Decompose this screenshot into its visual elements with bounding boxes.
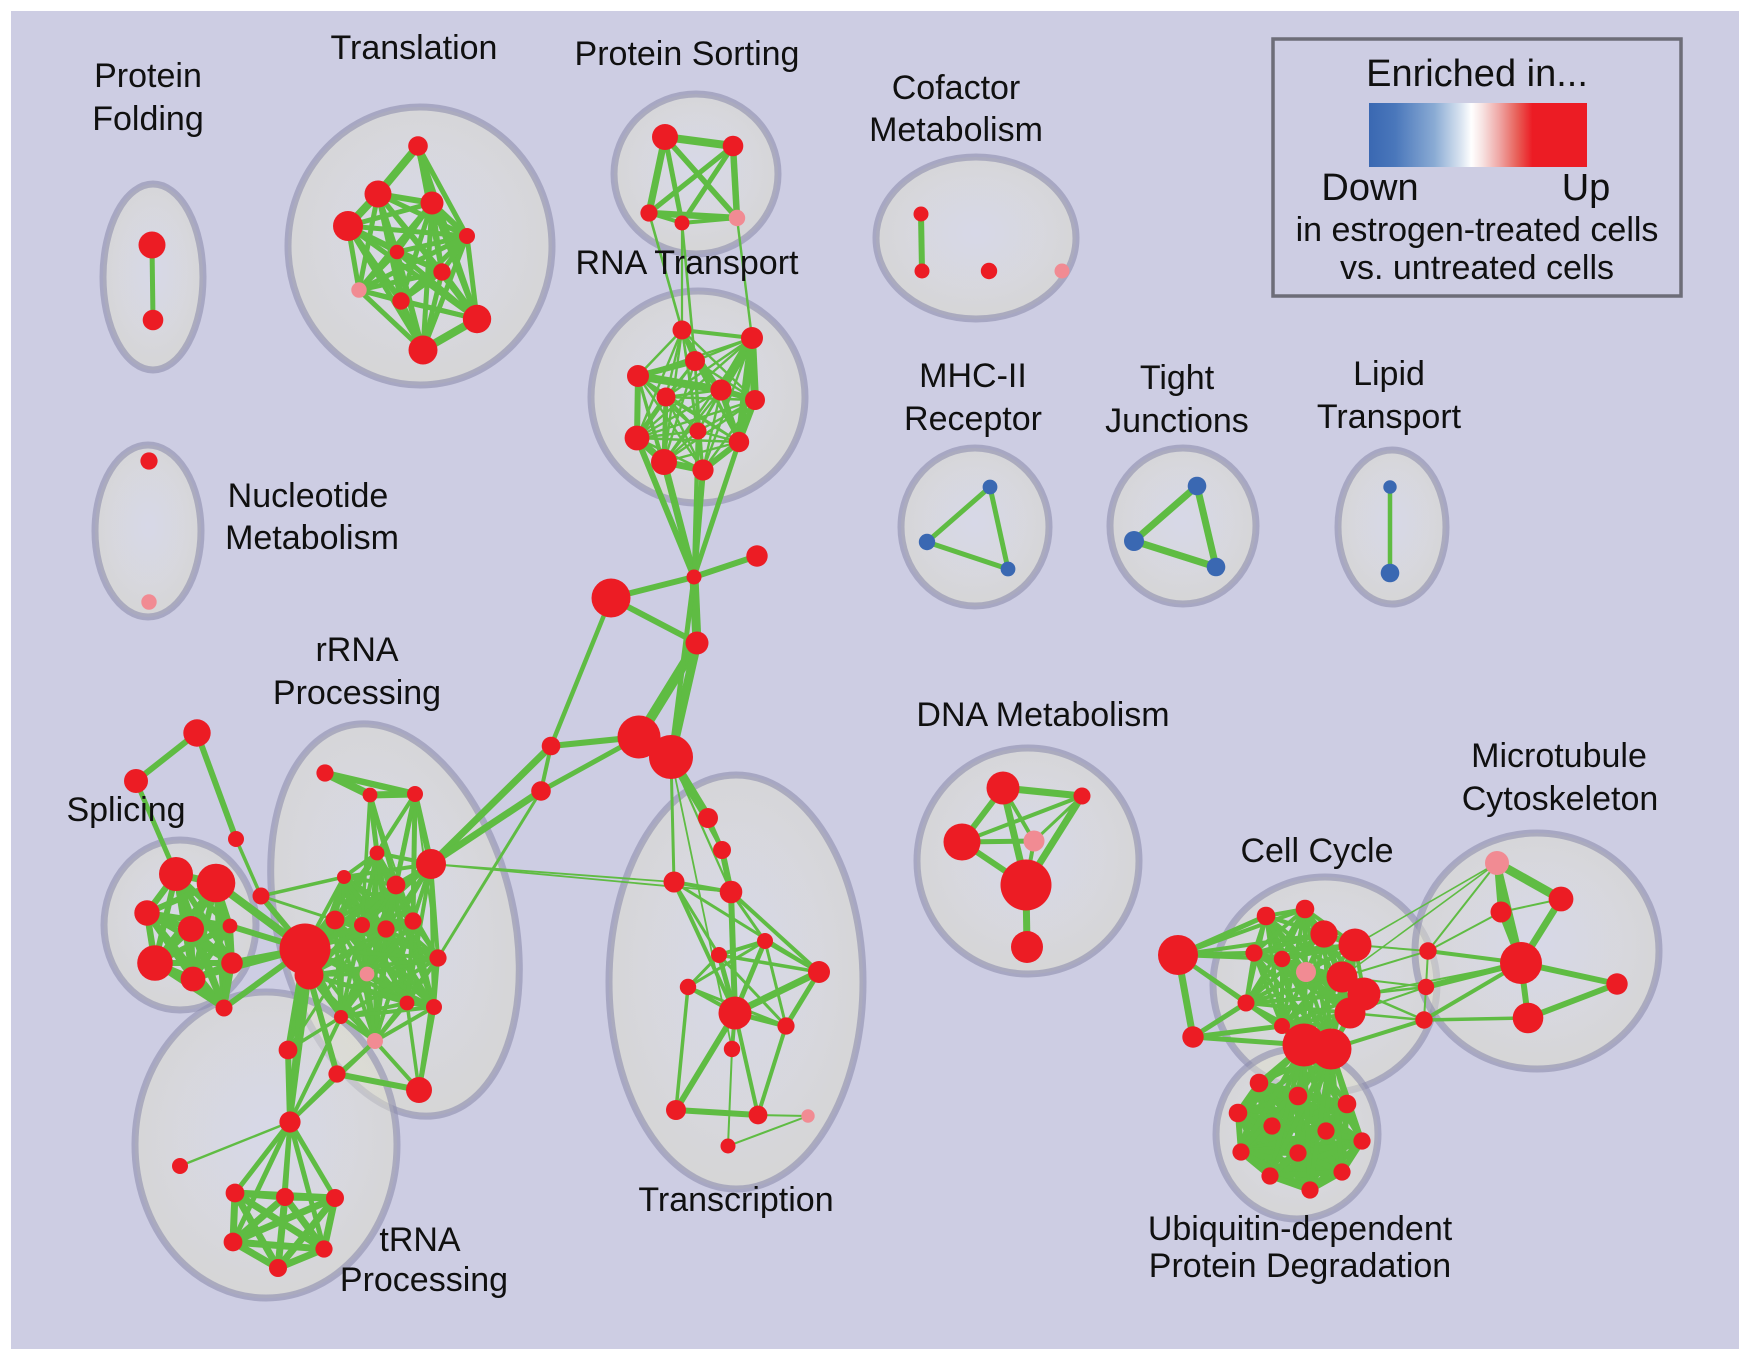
svg-text:Cofactor: Cofactor: [892, 69, 1021, 107]
svg-text:Folding: Folding: [92, 100, 204, 138]
svg-text:Receptor: Receptor: [904, 400, 1042, 438]
svg-text:Splicing: Splicing: [66, 791, 185, 829]
svg-text:Cytoskeleton: Cytoskeleton: [1462, 780, 1659, 818]
svg-text:MHC-II: MHC-II: [919, 357, 1027, 395]
svg-text:tRNA: tRNA: [379, 1221, 461, 1259]
svg-text:DNA Metabolism: DNA Metabolism: [916, 696, 1169, 734]
svg-text:Protein: Protein: [94, 57, 202, 95]
svg-text:Microtubule: Microtubule: [1471, 737, 1647, 775]
svg-text:RNA Transport: RNA Transport: [576, 244, 800, 282]
svg-text:Translation: Translation: [331, 29, 498, 67]
svg-text:vs. untreated cells: vs. untreated cells: [1340, 249, 1614, 287]
svg-text:in estrogen-treated cells: in estrogen-treated cells: [1296, 211, 1659, 249]
svg-text:Processing: Processing: [273, 674, 441, 712]
svg-text:Cell Cycle: Cell Cycle: [1240, 832, 1393, 870]
svg-text:Lipid: Lipid: [1353, 355, 1425, 393]
svg-text:Transcription: Transcription: [638, 1181, 833, 1219]
svg-text:Nucleotide: Nucleotide: [228, 477, 389, 515]
svg-text:Up: Up: [1562, 167, 1611, 209]
svg-text:Metabolism: Metabolism: [225, 519, 399, 557]
svg-text:Processing: Processing: [340, 1261, 508, 1299]
svg-text:Tight: Tight: [1140, 359, 1215, 397]
svg-text:Ubiquitin-dependent: Ubiquitin-dependent: [1148, 1210, 1453, 1248]
svg-text:rRNA: rRNA: [315, 631, 398, 669]
svg-text:Protein Sorting: Protein Sorting: [575, 35, 800, 73]
svg-text:Enriched in...: Enriched in...: [1366, 53, 1588, 95]
svg-text:Protein Degradation: Protein Degradation: [1149, 1247, 1451, 1285]
svg-text:Transport: Transport: [1317, 398, 1462, 436]
svg-text:Metabolism: Metabolism: [869, 111, 1043, 149]
svg-text:Down: Down: [1321, 167, 1418, 209]
svg-text:Junctions: Junctions: [1105, 402, 1249, 440]
